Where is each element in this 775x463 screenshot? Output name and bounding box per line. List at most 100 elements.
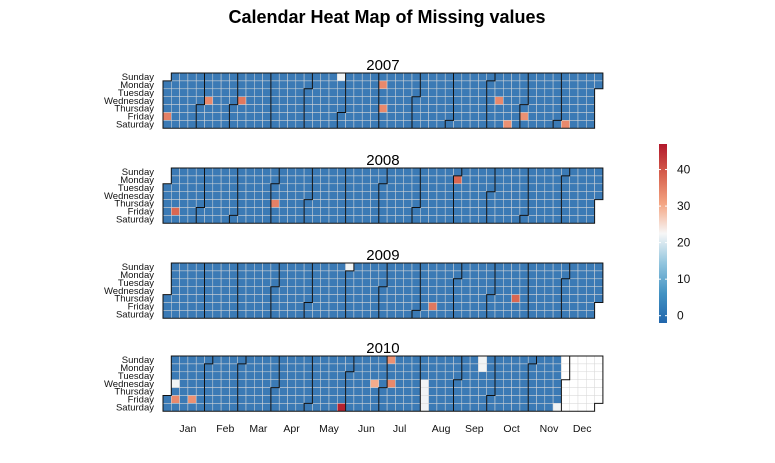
day-cell	[536, 270, 546, 280]
day-cell	[229, 104, 238, 113]
day-cell	[345, 371, 355, 380]
day-cell	[486, 286, 496, 295]
day-cell	[536, 215, 546, 224]
day-cell	[403, 310, 413, 319]
year-panel-2010: 2010SundayMondayTuesdayWednesdayThursday…	[104, 340, 604, 414]
day-cell	[187, 310, 197, 319]
chart-title: Calendar Heat Map of Missing values	[228, 7, 545, 27]
day-cell	[262, 270, 272, 280]
day-cell	[428, 395, 438, 404]
day-cell	[486, 355, 496, 365]
day-cell	[353, 262, 363, 272]
day-cell	[486, 72, 496, 82]
day-cell	[320, 387, 330, 396]
day-cell	[287, 355, 297, 365]
day-cell	[577, 183, 587, 192]
day-cell	[519, 270, 529, 280]
day-cell	[478, 120, 487, 129]
day-cell	[328, 175, 338, 185]
day-cell	[361, 215, 371, 224]
day-cell	[245, 88, 255, 97]
day-cell	[295, 270, 305, 280]
day-cell	[320, 104, 330, 113]
day-cell	[569, 379, 579, 388]
day-cell	[503, 294, 512, 303]
day-cell	[204, 371, 214, 380]
day-cell	[220, 112, 230, 121]
day-cell	[503, 215, 512, 224]
day-cell	[594, 278, 604, 287]
day-cell	[461, 363, 471, 373]
year-label-2008: 2008	[366, 152, 399, 169]
day-cell	[237, 191, 247, 200]
day-cell	[212, 72, 222, 82]
day-cell	[262, 363, 272, 373]
day-cell	[544, 310, 554, 319]
day-cell	[403, 207, 413, 216]
day-cell	[245, 112, 255, 121]
day-cell	[428, 215, 438, 224]
day-cell	[403, 175, 413, 185]
day-cell	[187, 183, 197, 192]
day-cell	[229, 72, 238, 82]
day-cell	[295, 371, 305, 380]
day-cell	[162, 199, 172, 208]
day-cell	[204, 72, 214, 82]
day-cell	[303, 72, 313, 82]
day-cell	[453, 207, 463, 216]
day-cell	[519, 379, 529, 388]
day-cell	[278, 286, 288, 295]
day-cell	[544, 175, 554, 185]
day-cell	[420, 278, 429, 287]
day-cell	[469, 88, 479, 97]
day-cell	[195, 104, 205, 113]
day-cell	[295, 112, 305, 121]
day-cell	[586, 167, 595, 177]
day-cell	[295, 104, 305, 113]
day-label: Tuesday	[118, 183, 154, 194]
day-cell	[594, 191, 604, 200]
day-cell	[195, 191, 205, 200]
day-cell	[229, 167, 238, 177]
month-label: Feb	[216, 423, 234, 435]
day-cell	[270, 120, 280, 129]
day-cell	[436, 302, 446, 311]
day-cell	[295, 355, 305, 365]
day-cell	[245, 310, 255, 319]
day-cell	[287, 112, 297, 121]
day-cell	[569, 104, 579, 113]
day-cell	[411, 387, 421, 396]
day-cell	[378, 80, 388, 90]
day-cell	[220, 120, 230, 129]
day-cell	[312, 167, 321, 177]
day-cell	[544, 363, 554, 373]
day-cell	[245, 120, 255, 129]
day-cell	[295, 278, 305, 287]
day-cell	[420, 175, 429, 185]
day-cell	[494, 199, 504, 208]
day-cell	[503, 278, 512, 287]
day-cell	[461, 199, 471, 208]
day-cell	[278, 175, 288, 185]
day-cell	[395, 270, 404, 280]
day-cell	[378, 207, 388, 216]
day-cell	[527, 207, 537, 216]
day-cell	[345, 112, 355, 121]
day-cell	[494, 294, 504, 303]
day-cell	[486, 278, 496, 287]
day-label: Saturday	[116, 403, 154, 414]
day-cell	[320, 403, 330, 412]
day-cell	[262, 175, 272, 185]
day-cell	[361, 403, 371, 412]
day-cell	[378, 120, 388, 129]
month-outlines	[162, 72, 604, 129]
day-cell	[295, 387, 305, 396]
day-cell	[237, 262, 247, 272]
month-label: Sep	[465, 423, 484, 435]
day-cell	[436, 167, 446, 177]
day-cell	[262, 80, 272, 90]
day-cell	[411, 302, 421, 311]
day-cell	[461, 278, 471, 287]
day-cell	[428, 96, 438, 105]
day-cell	[461, 112, 471, 121]
